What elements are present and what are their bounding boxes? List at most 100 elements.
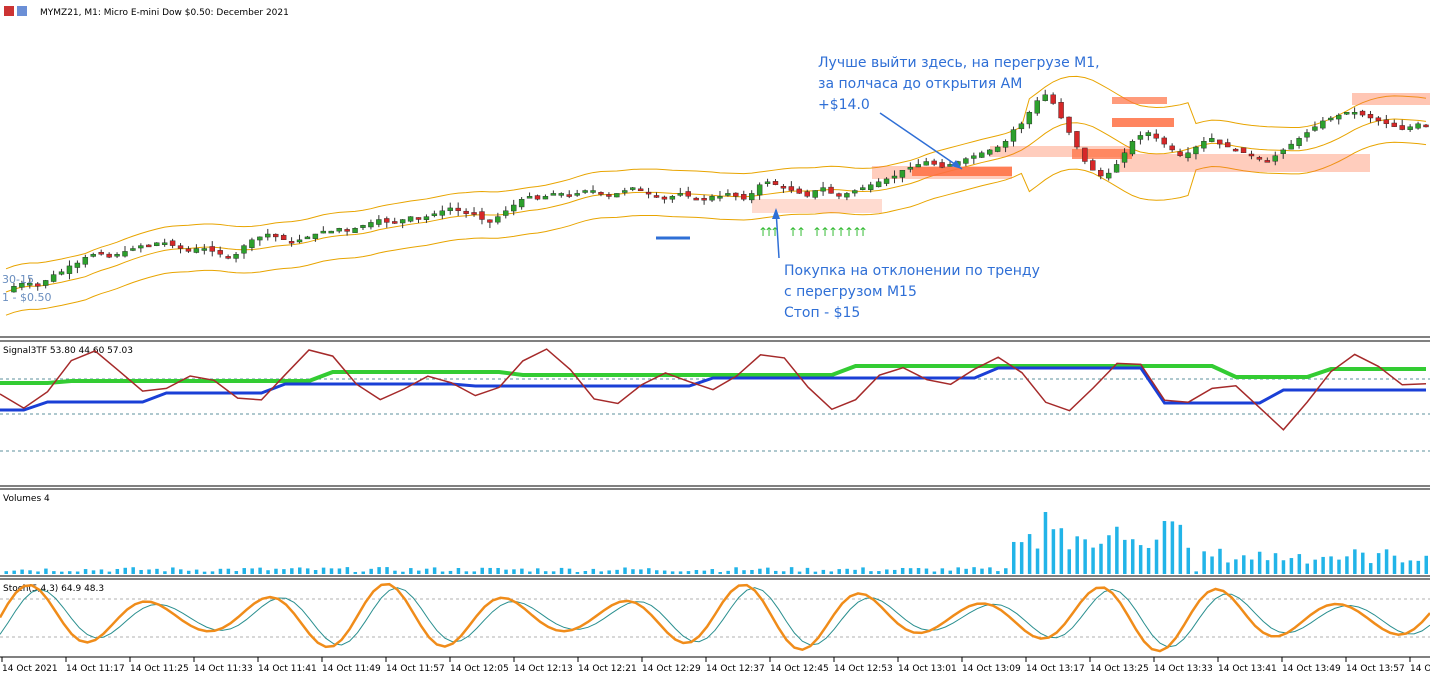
volume-bar [1178,524,1183,574]
volume-bar [401,571,405,574]
volume-bar [1075,536,1079,574]
volume-bar [83,569,88,574]
volume-bar [1043,512,1048,574]
volume-bar [1091,547,1095,574]
candle-body [415,217,422,220]
candle-body [669,196,676,200]
volume-bar [409,568,413,574]
candle-body [709,196,715,201]
candle-body [844,193,850,198]
candle-body [479,211,485,220]
candle-body [1320,120,1326,129]
candle-body [1232,148,1239,152]
volume-bar [1115,526,1119,574]
candle-body [471,212,477,215]
volume-bar [1107,535,1111,574]
volume-bar [964,568,968,574]
candle-body [273,233,279,238]
volume-bar [1289,558,1294,574]
volume-bar [329,568,334,574]
volume-bar [845,568,849,574]
candle-body [804,191,810,197]
volume-bar [781,571,786,574]
candle-body [622,190,628,193]
volume-bar [678,571,683,574]
band-upper [5,75,1427,270]
chart-window-icon[interactable] [4,6,14,16]
volume-bar [456,568,461,574]
candle-body [883,178,890,184]
candle-body [875,181,882,188]
volume-bar [28,570,32,574]
volume-bar [337,568,342,574]
buy-arrow-icon: ↑ [820,225,830,239]
zone-2 [990,146,1130,157]
volume-bar [734,567,738,574]
volume-bar [758,568,762,574]
volume-bar [20,569,24,574]
volume-bar [972,567,976,574]
candle-body [780,186,787,189]
candle-body [1272,155,1278,162]
volume-bar [1273,553,1278,574]
candle-body [756,184,763,196]
candle-body [614,193,620,198]
time-axis: 14 Oct 2021 14 Oct 11:17 14 Oct 11:25 14 Oc… [1,657,1430,674]
candle-body [90,254,96,257]
volume-bar [75,571,80,574]
candle-body [653,195,660,198]
volume-bar [1226,562,1230,574]
candle-body [1415,123,1421,129]
buy-arrow-icon: ↑ [812,225,822,239]
volume-bar [1257,551,1262,574]
candle-body [574,193,580,196]
volume-bar [988,567,992,574]
candle-body [1185,152,1191,159]
signal-pane: Signal3TF 53.80 44.60 57.03 [0,346,1430,452]
candle-body [1367,114,1374,119]
candle-body [1121,152,1128,163]
candle-body [518,198,525,208]
volume-bar [274,568,278,574]
volume-bar [1059,528,1064,574]
volume-bar [980,568,984,574]
candle-body [169,240,176,246]
volume-bar [908,568,913,574]
candle-body [1098,170,1104,177]
time-tick-label: 14 Oct 13:57 [1346,664,1405,674]
candle-body [598,192,604,195]
volume-bar [345,567,350,574]
candle-body [1296,138,1302,146]
volume-bar [1242,555,1246,574]
buy-arrow-icon: ↑ [770,225,780,239]
buy-arrow-icon: ↑ [858,225,868,239]
volume-bar [1202,551,1206,574]
volume-bar [797,571,802,574]
volume-bar [179,569,183,574]
stoch-main-line [0,582,1430,653]
candle-body [534,195,541,200]
volumes-pane-label: Volumes 4 [3,494,50,504]
volume-bar [583,570,588,574]
chart-menu-icon[interactable] [17,6,27,16]
volume-bar [1194,571,1198,574]
volume-bar [258,567,262,574]
volume-bar [115,568,120,574]
candle-body [399,219,406,224]
volume-bar [417,570,421,574]
candle-body [891,175,898,179]
candle-body [344,229,350,232]
candle-body [899,169,906,178]
candle-body [915,164,921,168]
volume-bar [91,570,96,574]
candle-body [725,193,731,196]
volume-bar [60,571,64,574]
candle-body [487,219,493,223]
volume-bar [932,571,937,574]
volume-bar [504,569,508,574]
candle-body [764,181,771,185]
volume-bar [813,571,818,574]
candle-body [1304,132,1310,138]
buy-arrow-icon: ↑ [788,225,798,239]
